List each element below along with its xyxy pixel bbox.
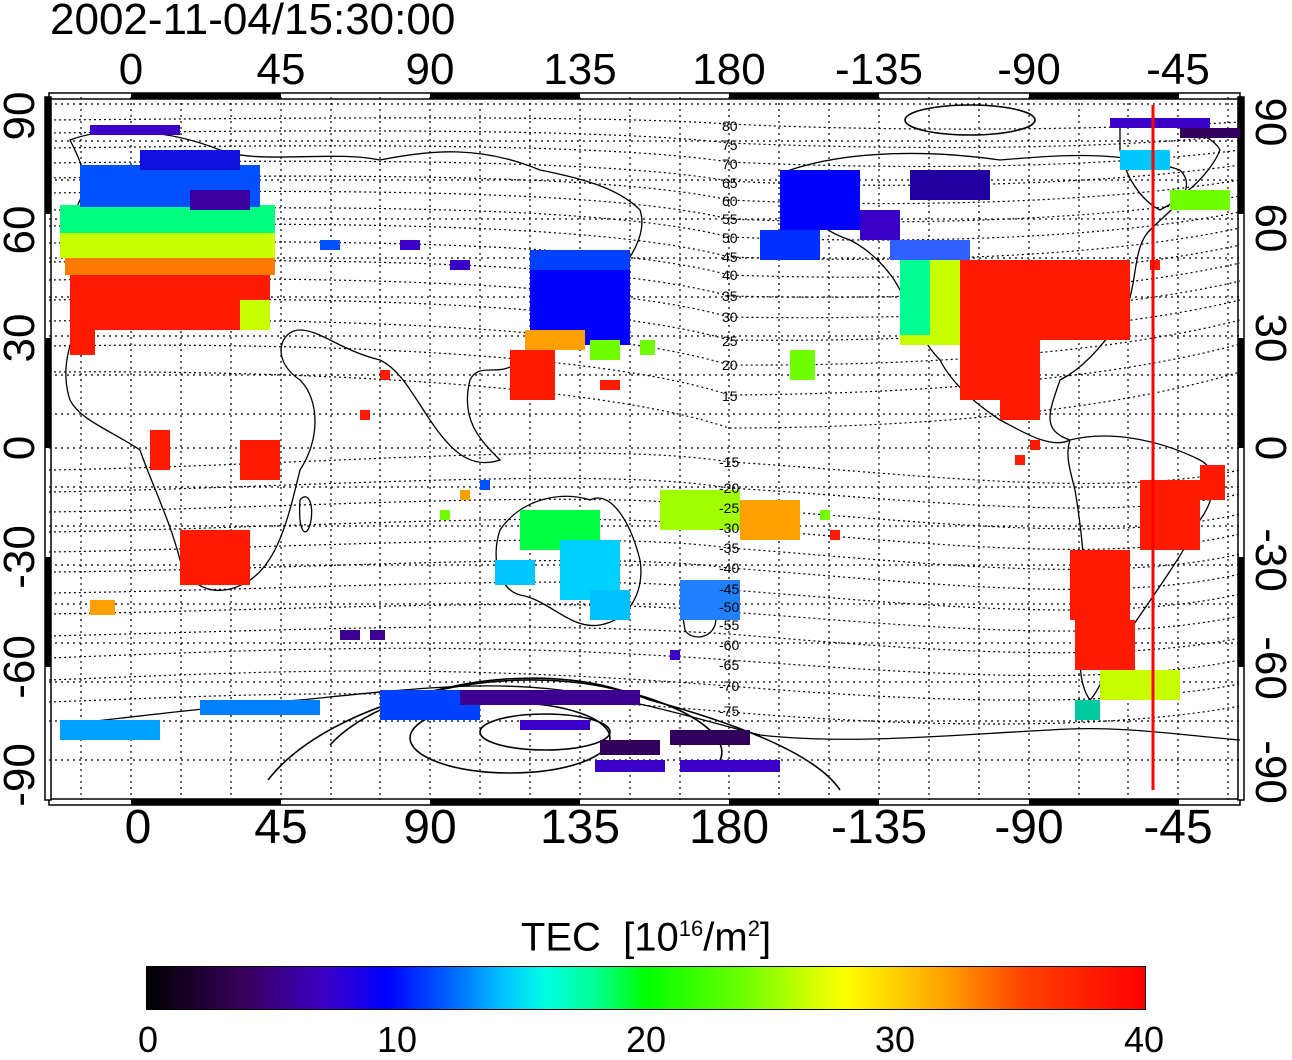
lon-tick-top: -135 [834,45,924,94]
colorbar-unit-exponent: 16 [678,916,704,941]
colorbar-tick: 0 [137,1019,159,1060]
lon-tick-bottom: 90 [403,801,457,854]
contour-label: -70 [719,678,739,694]
colorbar-tick: 20 [625,1019,667,1060]
contour-label: -75 [719,703,739,719]
colorbar [146,966,1146,1010]
contour-label: -20 [719,480,739,496]
lon-tick-top: 180 [692,45,766,94]
colorbar-tick: 30 [874,1019,916,1060]
contour-label: 15 [722,388,738,404]
contour-label: -60 [719,637,739,653]
magnetic-latitude-contours [49,117,1240,725]
timestamp-title: 2002-11-04/15:30:00 [50,0,456,44]
tec-map: 80 75 70 65 60 55 50 45 40 35 30 25 20 1… [44,92,1245,806]
contour-label: -40 [719,560,739,576]
contour-label: 20 [722,357,738,373]
lon-tick-bottom: 0 [124,801,152,854]
colorbar-unit-suffix: ] [759,915,772,960]
lon-tick-top: -90 [997,45,1061,94]
lon-tick-top: 0 [118,45,144,94]
contour-label: -25 [719,500,739,516]
contour-label: -50 [719,599,739,615]
lon-tick-top: -45 [1146,45,1210,94]
colorbar-title: TEC [1016/m2] [0,905,1292,961]
contour-label: 40 [722,267,738,283]
contour-label: 45 [722,249,738,265]
lon-tick-top: 135 [543,45,617,94]
contour-label: 50 [722,230,738,246]
lon-tick-top: 45 [256,45,306,94]
contour-label: 25 [722,333,738,349]
contour-label: -35 [719,540,739,556]
tec-data-patches [60,118,1240,772]
contour-label: -45 [719,581,739,597]
colorbar-unit-exponent2: 2 [747,916,760,941]
lon-tick-bottom: -45 [1143,801,1213,854]
contour-label: -65 [719,657,739,673]
contour-label: -55 [719,617,739,633]
contour-label: 60 [722,193,738,209]
contour-label: 70 [722,156,738,172]
contour-label: 65 [722,175,738,191]
lon-tick-bottom: 180 [688,801,770,854]
contour-label: 80 [722,118,738,134]
contour-label: -30 [719,520,739,536]
lon-tick-bottom: -135 [830,801,928,854]
contour-label: 75 [722,137,738,153]
lon-tick-top: 90 [405,45,455,94]
lon-tick-bottom: 135 [539,801,621,854]
colorbar-unit-mid: /m [703,915,748,960]
contour-label: 55 [722,211,738,227]
contour-label: 35 [722,288,738,304]
colorbar-unit-prefix: [10 [623,915,679,960]
contour-label: -15 [719,454,739,470]
colorbar-tick: 10 [376,1019,418,1060]
lon-tick-bottom: 45 [254,801,308,854]
colorbar-tick: 40 [1123,1019,1165,1060]
contour-label: 30 [722,309,738,325]
lon-tick-bottom: -90 [994,801,1064,854]
colorbar-quantity: TEC [520,915,601,960]
